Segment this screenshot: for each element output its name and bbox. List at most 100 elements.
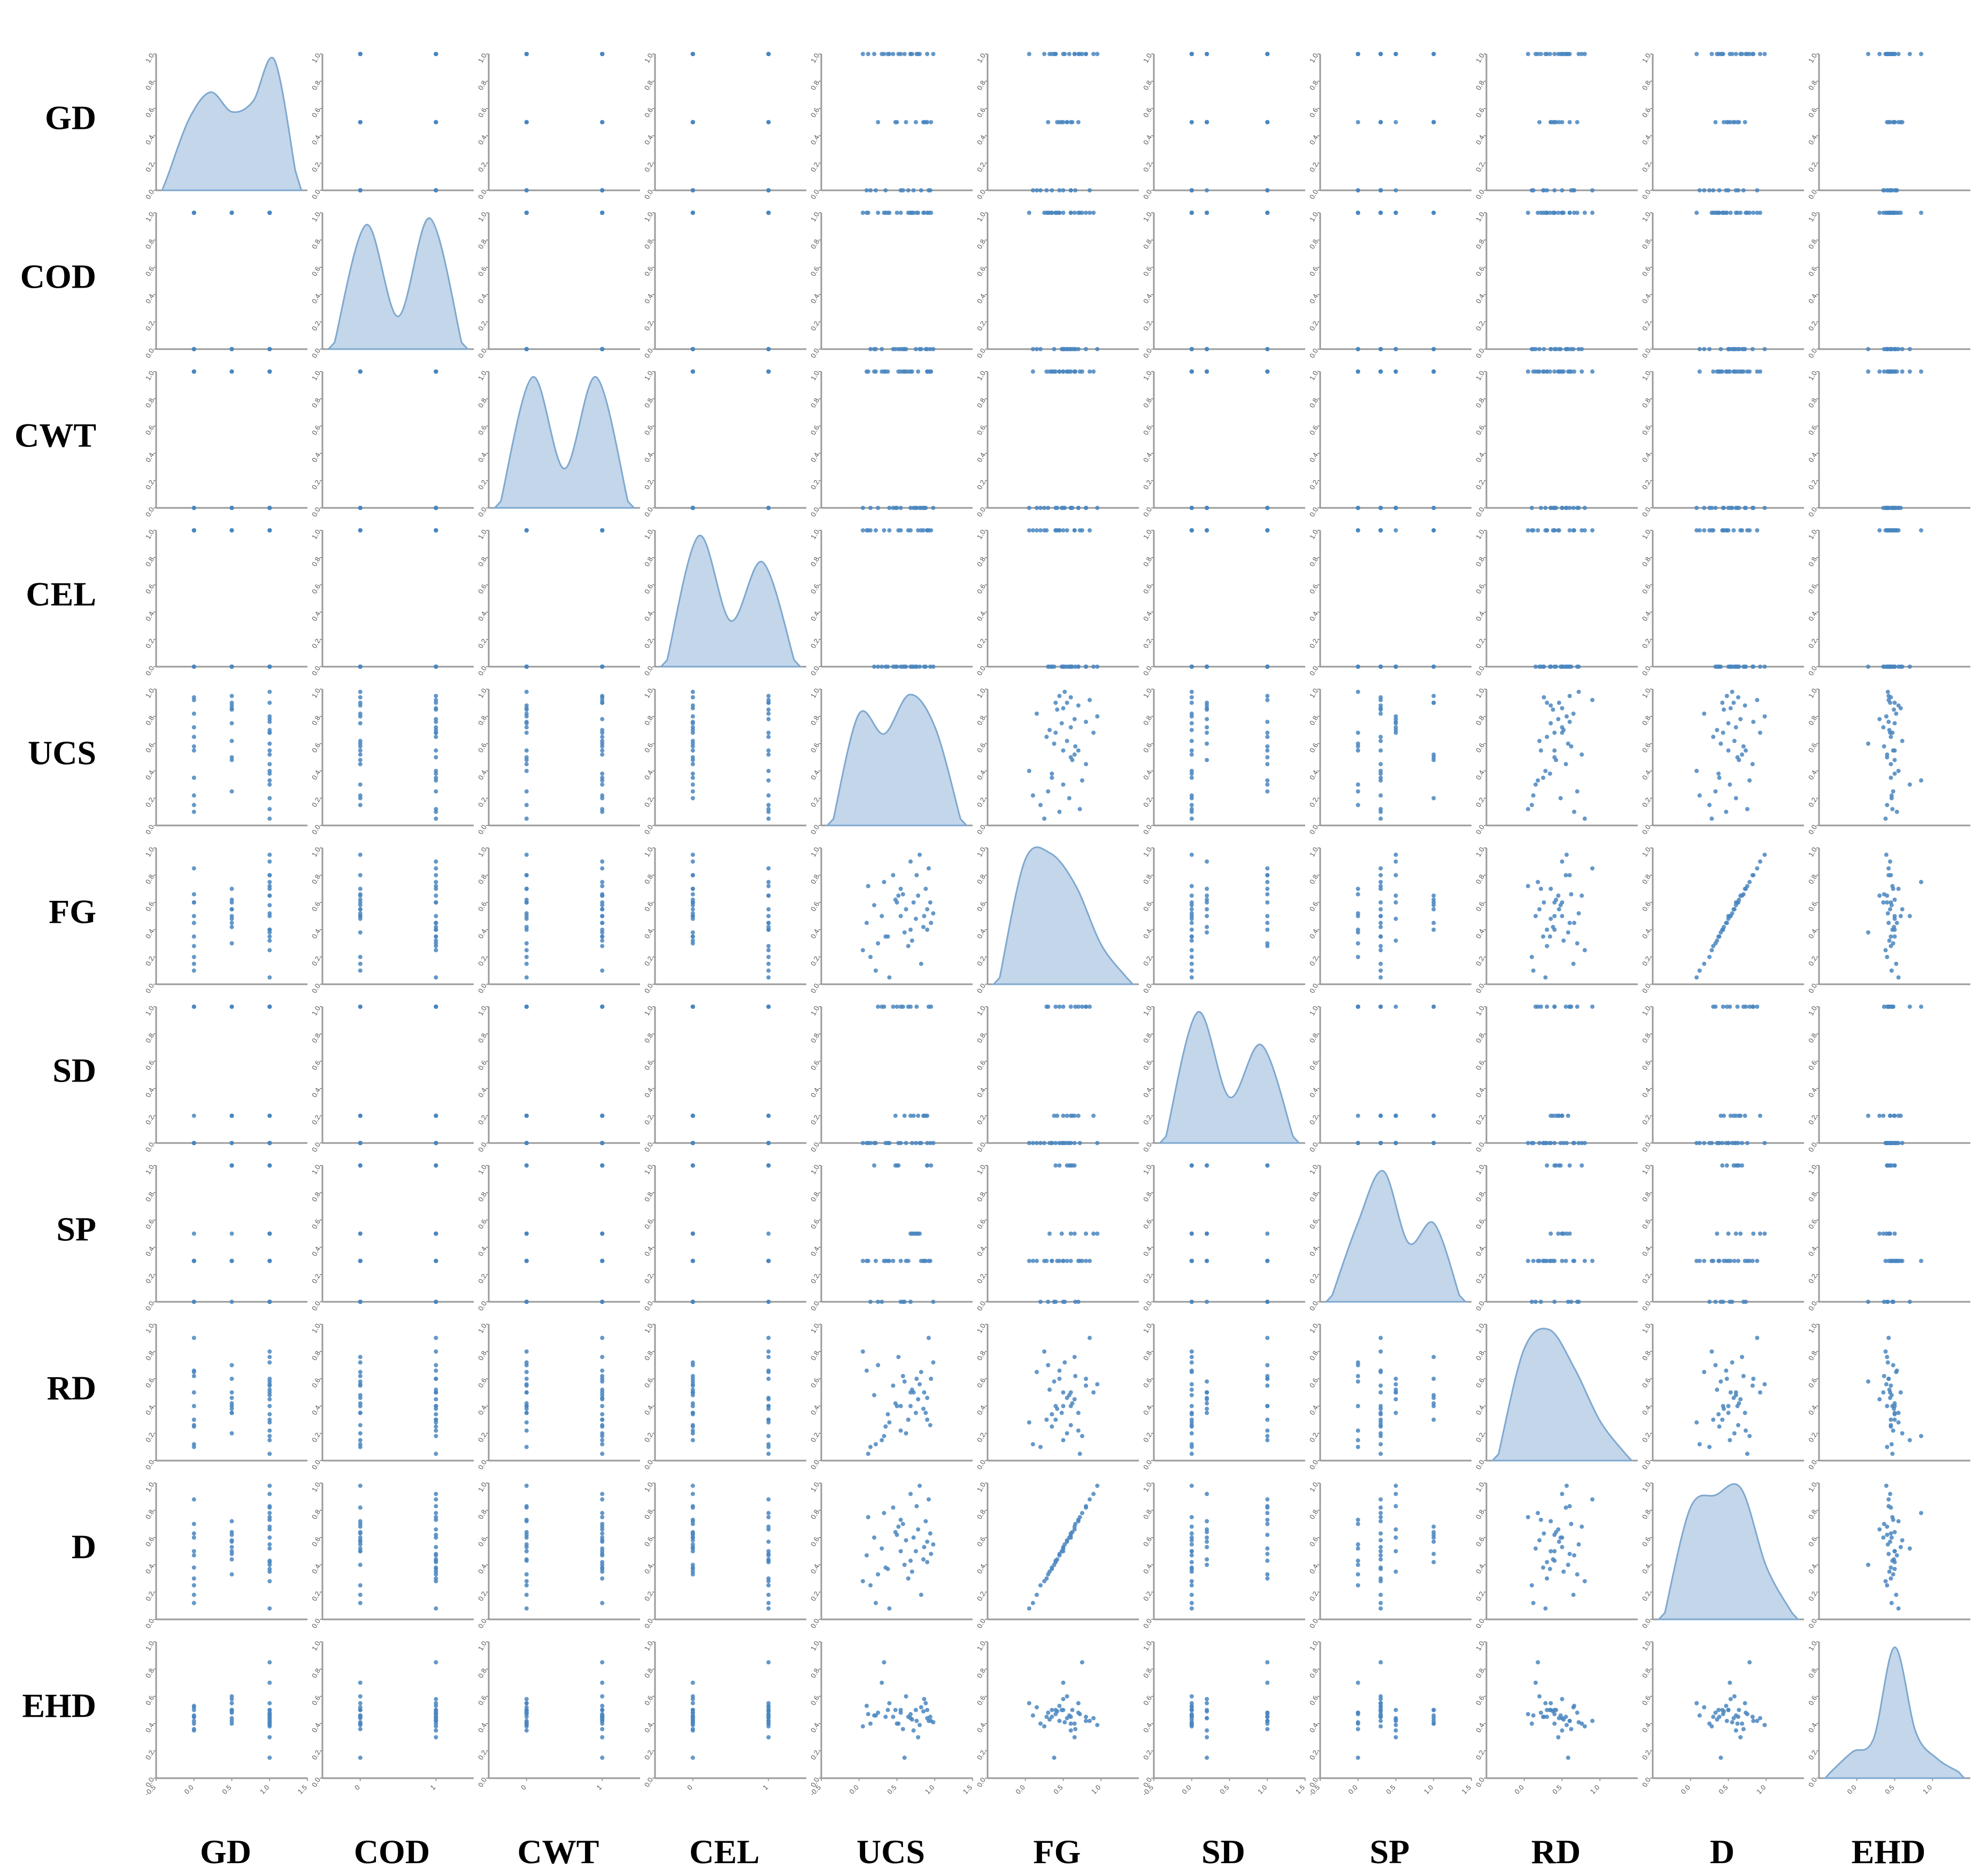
scatter-point [866, 884, 870, 889]
scatter-point [1551, 707, 1555, 712]
scatter-point [885, 665, 890, 669]
scatter-point [904, 1141, 908, 1145]
scatter-point [1552, 928, 1557, 932]
scatter-point [1751, 211, 1756, 215]
panel-ucs-vs-fg: 0.00.20.40.60.81.0 [975, 687, 1139, 836]
scatter-point [1724, 1259, 1729, 1263]
scatter-point [1378, 120, 1383, 125]
scatter-point [896, 1141, 901, 1145]
scatter-point [1548, 721, 1553, 725]
scatter-point [1067, 52, 1072, 56]
panel-ucs-vs-ucs: 0.00.20.40.60.81.0 [809, 687, 973, 836]
scatter-point [1716, 934, 1721, 939]
scatter-point [229, 1401, 234, 1406]
scatter-point [1378, 695, 1383, 700]
panel-gd-vs-ucs: 0.00.20.40.60.81.0 [809, 52, 973, 200]
panel-cod-vs-gd: 0.00.20.40.60.81.0 [144, 211, 307, 359]
scatter-point [882, 369, 887, 374]
scatter-point [1711, 188, 1716, 192]
scatter-point [1080, 211, 1084, 215]
scatter-point [1709, 816, 1714, 821]
scatter-point [434, 693, 438, 698]
scatter-point [434, 1141, 438, 1145]
panel-cwt-vs-gd: 0.00.20.40.60.81.0 [144, 369, 307, 518]
scatter-point [1715, 1231, 1720, 1236]
scatter-point [1745, 807, 1750, 812]
panel-gd-vs-d: 0.00.20.40.60.81.0 [1640, 52, 1804, 200]
panel-cwt-vs-d: 0.00.20.40.60.81.0 [1640, 369, 1804, 518]
scatter-point [524, 852, 529, 857]
scatter-point [1755, 1259, 1760, 1263]
scatter-point [929, 921, 934, 925]
scatter-point [1035, 528, 1039, 532]
panel-sd-vs-gd: 0.00.20.40.60.81.0 [144, 1005, 307, 1153]
scatter-point [1537, 907, 1542, 912]
scatter-point [1068, 665, 1073, 669]
scatter-point [926, 211, 931, 215]
scatter-point [358, 1442, 363, 1447]
scatter-point [600, 717, 605, 722]
scatter-point [1728, 914, 1733, 918]
scatter-point [600, 1231, 605, 1236]
scatter-point [1431, 528, 1436, 532]
scatter-point [1889, 934, 1893, 939]
scatter-point [1740, 893, 1744, 898]
scatter-point [1716, 771, 1721, 776]
scatter-point [434, 1424, 438, 1429]
scatter-point [868, 347, 873, 351]
scatter-point [1721, 730, 1725, 735]
scatter-point [1919, 369, 1923, 374]
scatter-point [896, 893, 901, 898]
scatter-point [891, 873, 896, 877]
scatter-point [690, 1300, 695, 1304]
scatter-point [1751, 52, 1756, 56]
scatter-point [690, 934, 695, 939]
scatter-point [1073, 1005, 1078, 1009]
scatter-point [1889, 1141, 1893, 1145]
scatter-point [434, 1335, 438, 1340]
scatter-point [191, 1005, 196, 1009]
scatter-point [434, 698, 438, 702]
panel-gd-vs-sd: 0.00.20.40.60.81.0 [1142, 52, 1305, 200]
scatter-point [1542, 347, 1546, 351]
scatter-point [267, 1259, 272, 1263]
scatter-point [1189, 775, 1194, 780]
scatter-point [1569, 347, 1574, 351]
scatter-point [925, 52, 930, 56]
scatter-point [524, 1420, 529, 1425]
panel-ucs-vs-rd: 0.00.20.40.60.81.0 [1474, 687, 1638, 836]
scatter-point [1567, 921, 1572, 925]
scatter-point [908, 52, 913, 56]
scatter-point [919, 188, 923, 192]
scatter-point [1393, 1114, 1398, 1118]
scatter-point [1554, 897, 1559, 902]
scatter-point [1265, 735, 1270, 739]
scatter-point [1566, 742, 1570, 746]
scatter-point [1732, 738, 1737, 743]
scatter-point [925, 120, 930, 125]
scatter-point [267, 690, 272, 694]
scatter-point [358, 930, 363, 935]
scatter-point [1547, 665, 1552, 669]
scatter-point [1750, 1259, 1755, 1263]
scatter-point [267, 938, 272, 943]
scatter-point [1355, 941, 1360, 946]
scatter-point [931, 1141, 936, 1145]
scatter-point [524, 1259, 529, 1263]
scatter-point [1378, 968, 1383, 973]
scatter-point [1091, 1231, 1096, 1236]
scatter-point [1737, 758, 1741, 762]
scatter-point [766, 802, 771, 807]
scatter-point [600, 1335, 605, 1340]
scatter-point [1052, 1114, 1057, 1118]
panel-cel-vs-gd: 0.00.20.40.60.81.0 [144, 528, 307, 677]
scatter-point [600, 1412, 605, 1417]
scatter-point [1560, 211, 1564, 215]
scatter-point [1189, 1163, 1194, 1168]
scatter-point [1393, 665, 1398, 669]
scatter-point [914, 873, 919, 877]
scatter-point [1751, 665, 1756, 669]
scatter-point [434, 914, 438, 918]
scatter-point [1888, 907, 1892, 912]
scatter-point [931, 1360, 936, 1365]
